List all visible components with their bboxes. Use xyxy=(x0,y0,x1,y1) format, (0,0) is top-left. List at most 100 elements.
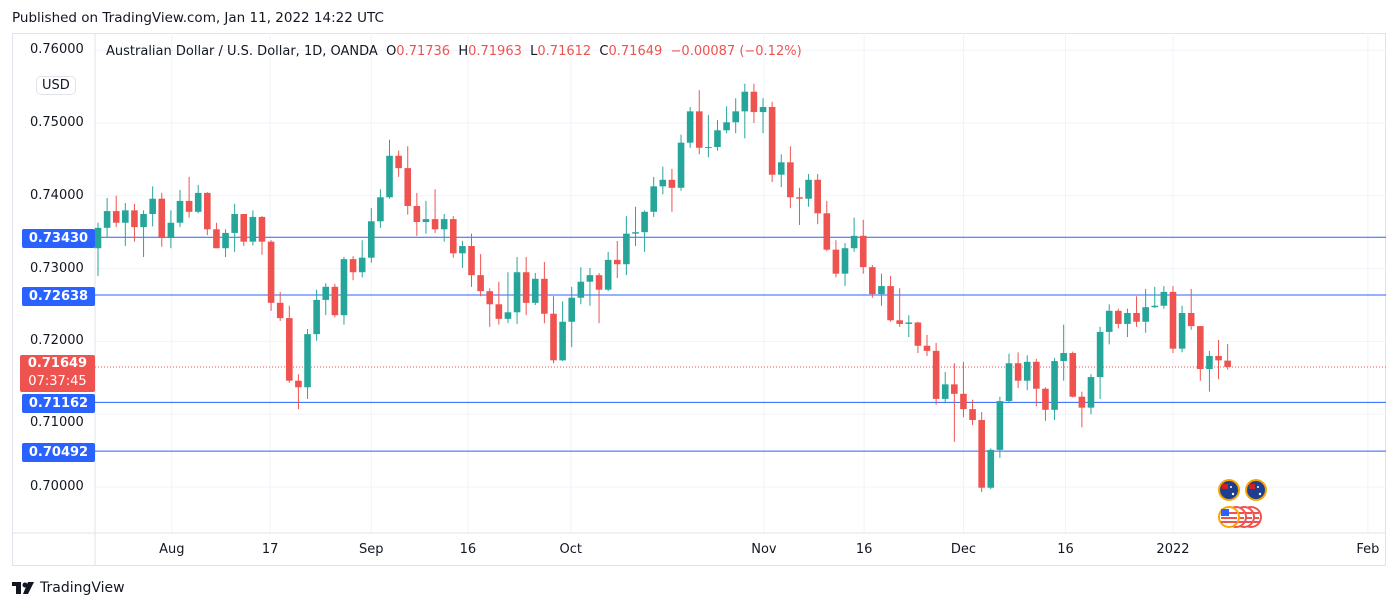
candle-body xyxy=(1087,377,1095,408)
candle xyxy=(140,210,147,257)
candle xyxy=(449,216,457,258)
candle xyxy=(349,256,357,281)
candle-body xyxy=(686,111,694,143)
candle-body xyxy=(185,200,193,212)
level-tag[interactable]: 0.70492 xyxy=(22,443,95,462)
candle xyxy=(541,262,548,324)
candle-body xyxy=(677,142,685,188)
candle-body xyxy=(978,420,985,488)
candle-body xyxy=(914,322,922,346)
open-value: 0.71736 xyxy=(396,44,451,59)
candle xyxy=(732,98,739,134)
candle-body xyxy=(559,321,566,361)
candle-body xyxy=(495,304,503,319)
candle-body xyxy=(768,106,776,175)
candle-body xyxy=(395,155,402,169)
candle-body xyxy=(805,179,812,199)
candle-body xyxy=(349,259,357,273)
candle-body xyxy=(814,179,821,214)
candle-body xyxy=(623,233,630,265)
australia-flag-icon xyxy=(1218,479,1240,501)
level-tag[interactable]: 0.73430 xyxy=(22,229,95,248)
candle-body xyxy=(759,106,767,113)
candle xyxy=(231,203,238,252)
candle xyxy=(513,256,521,324)
candle xyxy=(814,173,821,225)
candle-body xyxy=(705,147,712,149)
candle-body xyxy=(413,205,421,223)
economic-events[interactable] xyxy=(1218,479,1267,528)
time-tick-label: Aug xyxy=(159,542,185,557)
candle-body xyxy=(286,318,293,381)
candle xyxy=(267,240,275,311)
candle-body xyxy=(468,246,475,276)
candle-body xyxy=(878,286,885,295)
candle-body xyxy=(668,179,676,188)
candle xyxy=(869,264,876,298)
candle xyxy=(595,272,603,324)
candle xyxy=(495,281,503,325)
candle xyxy=(932,342,940,405)
candle-body xyxy=(741,91,749,112)
candle-body xyxy=(823,213,831,250)
candle xyxy=(978,412,985,493)
candle xyxy=(1087,374,1095,415)
candle xyxy=(887,275,894,322)
candle xyxy=(705,114,712,158)
price-tick-label: 0.75000 xyxy=(30,115,84,130)
candle xyxy=(1224,344,1231,370)
candle xyxy=(1023,355,1031,391)
candle-body xyxy=(1014,363,1022,381)
tradingview-logo[interactable]: TradingView xyxy=(12,580,125,596)
candle-body xyxy=(550,313,557,361)
candle xyxy=(295,374,302,410)
candle xyxy=(1187,288,1195,330)
candle xyxy=(1060,324,1067,381)
candle xyxy=(1005,353,1013,402)
candle xyxy=(395,150,402,177)
candle xyxy=(941,371,949,404)
candle-body xyxy=(987,449,995,488)
candle xyxy=(313,289,320,341)
time-tick-label: Oct xyxy=(559,542,583,557)
published-caption: Published on TradingView.com, Jan 11, 20… xyxy=(12,10,384,26)
candle-body xyxy=(122,210,129,223)
candle xyxy=(668,168,676,212)
candle xyxy=(1042,387,1049,421)
logo-text: TradingView xyxy=(40,580,125,596)
candle xyxy=(987,448,995,490)
candle xyxy=(194,184,202,214)
candle xyxy=(486,288,494,327)
candle xyxy=(951,363,958,442)
candle xyxy=(322,283,330,316)
candle-body xyxy=(322,286,330,300)
candle-body xyxy=(1023,361,1031,381)
price-tick-label: 0.71000 xyxy=(30,415,84,430)
candle xyxy=(204,192,211,236)
candle xyxy=(1033,358,1040,407)
candle xyxy=(787,146,794,209)
candle xyxy=(1124,308,1131,338)
candle-body xyxy=(194,192,202,212)
candle xyxy=(340,256,348,325)
candle xyxy=(1206,350,1213,392)
level-tag[interactable]: 0.72638 xyxy=(22,287,95,306)
candle xyxy=(276,291,284,322)
candle-body xyxy=(595,275,603,290)
candle-body xyxy=(459,246,466,254)
candle xyxy=(112,195,120,228)
candle xyxy=(850,217,858,252)
bar-countdown: 07:37:45 xyxy=(28,374,87,389)
time-tick-label: Sep xyxy=(359,542,384,557)
level-tag[interactable]: 0.71162 xyxy=(22,394,95,413)
candle xyxy=(1169,286,1177,354)
candle-body xyxy=(1078,396,1086,408)
candle xyxy=(304,329,311,399)
candle-body xyxy=(969,409,976,421)
candle xyxy=(1115,308,1122,329)
candle xyxy=(686,106,694,148)
candle-body xyxy=(103,211,111,228)
candle-body xyxy=(204,192,211,230)
currency-badge[interactable]: USD xyxy=(36,76,76,95)
